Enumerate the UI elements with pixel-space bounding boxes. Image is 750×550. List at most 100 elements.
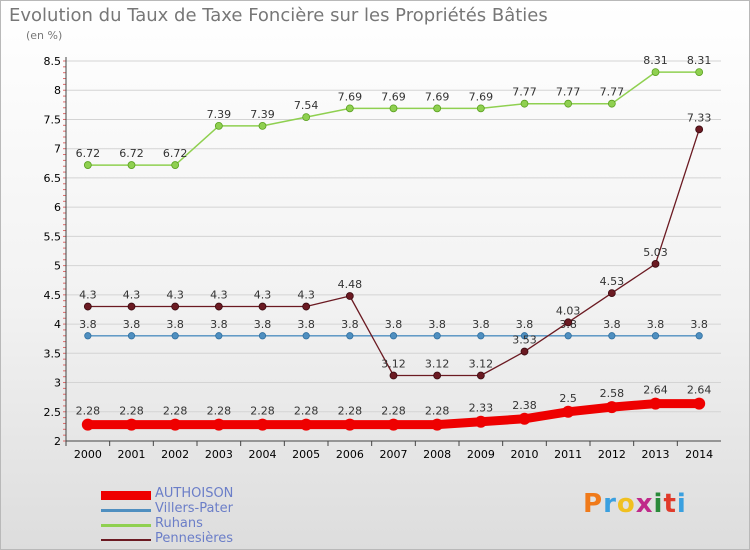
data-label: 7.39 (207, 108, 232, 121)
data-point (171, 161, 180, 169)
logo-letter: o (616, 489, 636, 519)
y-tick-label: 6 (54, 201, 61, 214)
data-point (520, 99, 529, 108)
y-tick-label: 2 (54, 435, 61, 448)
x-tick-label: 2005 (292, 448, 320, 461)
data-label: 4.03 (556, 304, 581, 317)
data-point (212, 418, 225, 431)
logo-letter: r (603, 489, 617, 519)
legend-label: Ruhans (155, 516, 203, 531)
logo-letter: x (635, 489, 654, 519)
y-tick-label: 3.5 (44, 347, 62, 360)
data-point (127, 161, 136, 169)
data-point (476, 104, 485, 113)
data-point (651, 259, 660, 268)
y-tick-label: 8 (54, 84, 61, 97)
data-point (389, 332, 398, 340)
data-label: 7.39 (250, 108, 275, 121)
data-point (389, 104, 398, 113)
line-chart: 2 2.5 3 3.5 4 4.5 5 5.5 6 6.5 7 7.5 8 8.5 2000 2001 2002… (44, 54, 721, 461)
x-tick-label: 2006 (336, 448, 364, 461)
x-tick-label: 2000 (74, 448, 102, 461)
data-label: 2.38 (512, 399, 537, 412)
data-point (476, 371, 485, 380)
data-point (433, 332, 441, 340)
x-tick-label: 2010 (511, 448, 539, 461)
data-point (127, 302, 136, 311)
data-label: 6.72 (163, 147, 188, 160)
data-label: 7.69 (425, 90, 450, 103)
data-label: 3.8 (647, 318, 665, 331)
data-label: 4.3 (254, 289, 272, 302)
data-point (214, 302, 223, 311)
data-point (695, 332, 703, 340)
x-tick-label: 2004 (249, 448, 277, 461)
data-point (651, 68, 660, 77)
data-label: 3.53 (512, 334, 537, 347)
data-label: 3.8 (472, 318, 490, 331)
data-label: 2.28 (163, 405, 188, 418)
data-point (258, 332, 267, 340)
x-tick-label: 2008 (423, 448, 451, 461)
data-point (171, 302, 180, 311)
data-label: 2.28 (207, 405, 232, 418)
data-label: 7.69 (469, 90, 494, 103)
data-point (300, 418, 313, 431)
series-authoison: 2.28 2.28 2.28 2.28 2.28 2.28 2.28 2.28 2.28 2.33… (76, 384, 711, 431)
legend-swatch (101, 523, 151, 527)
data-label: 3.8 (210, 318, 228, 331)
legend-label: Villers-Pater (155, 501, 233, 516)
data-label: 4.48 (338, 278, 363, 291)
y-tick-label: 4.5 (44, 289, 62, 302)
data-label: 4.3 (123, 289, 141, 302)
x-tick-label: 2003 (205, 448, 233, 461)
series-villers-pater: 3.8 3.8 3.8 3.8 3.8 3.8 3.8 3.8 3.8 3.8 3.8 3.8 3.8 3… (79, 318, 708, 340)
data-point (302, 113, 311, 122)
y-tick-label: 6.5 (44, 172, 62, 185)
data-label: 3.12 (469, 358, 494, 371)
data-label: 7.54 (294, 99, 319, 112)
data-label: 7.69 (381, 90, 406, 103)
data-point (695, 125, 704, 134)
data-label: 5.03 (643, 246, 668, 259)
data-label: 2.28 (250, 405, 275, 418)
data-label: 3.8 (516, 318, 534, 331)
data-point (302, 332, 310, 340)
data-point (171, 332, 179, 340)
data-point (518, 412, 531, 425)
data-point (477, 332, 485, 340)
data-label: 3.8 (385, 318, 403, 331)
data-label: 2.28 (425, 405, 450, 418)
data-point (214, 121, 223, 130)
data-point (345, 292, 354, 300)
data-point (343, 418, 356, 431)
data-label: 4.3 (166, 289, 184, 302)
y-tick-label: 4 (54, 318, 61, 331)
data-point (346, 332, 354, 340)
y-tick-label: 3 (54, 377, 61, 390)
data-point (433, 104, 442, 113)
data-label: 7.33 (687, 111, 712, 124)
data-label: 3.8 (79, 318, 97, 331)
legend-swatch (101, 490, 151, 500)
data-point (607, 289, 616, 297)
data-point (169, 418, 182, 431)
legend-label: AUTHOISON (155, 486, 234, 501)
data-label: 3.8 (603, 318, 621, 331)
data-point (695, 68, 704, 77)
data-point (258, 121, 267, 130)
data-point (431, 418, 444, 431)
data-label: 8.31 (643, 54, 668, 67)
data-point (433, 371, 442, 380)
x-tick-label: 2001 (118, 448, 146, 461)
data-label: 3.8 (254, 318, 272, 331)
legend-swatch (101, 508, 151, 512)
data-point (608, 332, 616, 340)
data-point (302, 302, 311, 311)
data-label: 8.31 (687, 54, 712, 67)
data-point (215, 332, 223, 340)
series-pennesi-res: 4.3 4.3 4.3 4.3 4.3 4.3 4.48 3.12 3.12 3.12 3.53 4.… (79, 111, 712, 380)
data-label: 7.69 (338, 90, 363, 103)
data-label: 3.8 (166, 318, 184, 331)
